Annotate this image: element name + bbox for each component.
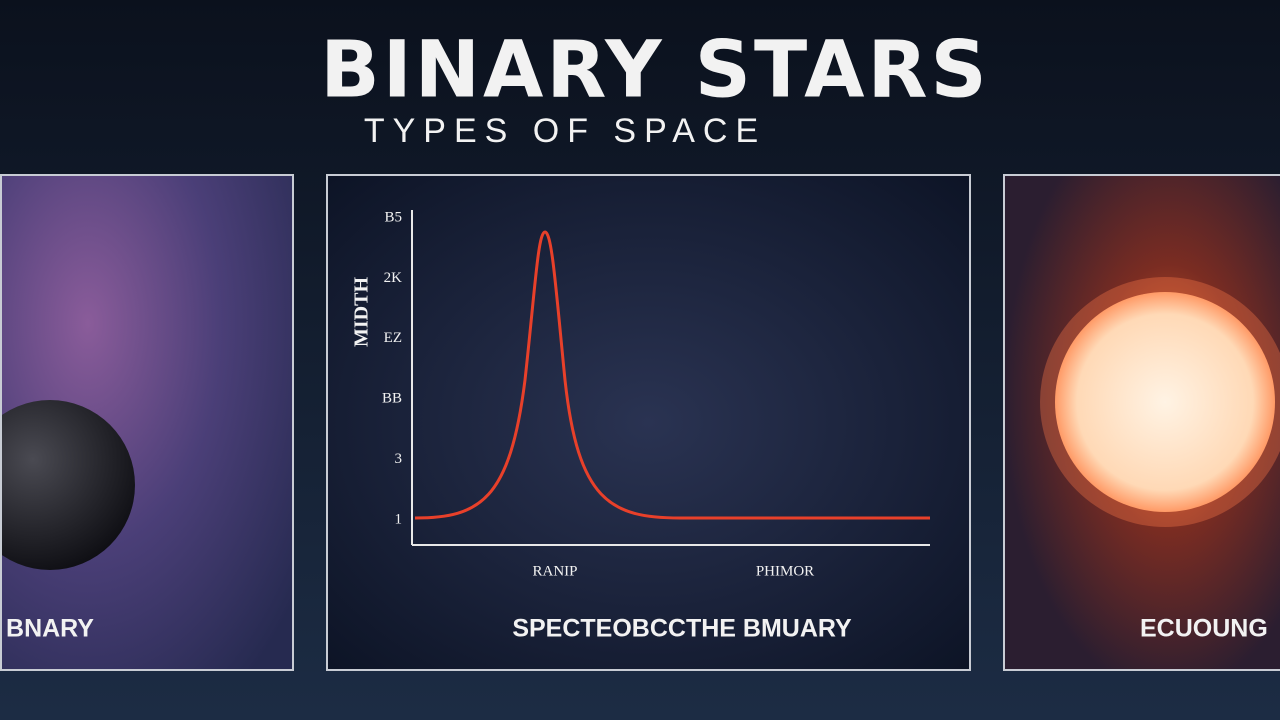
middle-panel: MIDTH B5 2K EZ BB 3 1 RANIP PHIMOR SPECTEOBCC… bbox=[326, 174, 971, 671]
planet bbox=[0, 400, 135, 570]
y-axis-label: MIDTH bbox=[351, 277, 373, 347]
panel-border bbox=[0, 174, 294, 671]
x-tick-label: PHIMOR bbox=[756, 563, 814, 579]
sun bbox=[1055, 292, 1275, 512]
title: BINARY STARS bbox=[320, 25, 989, 115]
y-tick-label: 1 bbox=[395, 511, 403, 527]
subtitle: TYPES OF SPACE bbox=[364, 112, 766, 150]
y-tick-label: 2K bbox=[384, 270, 403, 286]
panel-label: BNARY bbox=[6, 615, 94, 643]
panel-border bbox=[1003, 174, 1280, 671]
y-tick-label: B5 bbox=[384, 209, 402, 225]
panel-label: ECUOUNG bbox=[1140, 615, 1268, 643]
right-panel: ECUOUNG bbox=[1004, 175, 1280, 670]
y-tick-label: BB bbox=[382, 391, 402, 407]
y-tick-label: 3 bbox=[395, 451, 403, 467]
panel-border bbox=[326, 174, 971, 671]
y-tick-label: EZ bbox=[384, 330, 402, 346]
x-tick-label: RANIP bbox=[532, 563, 577, 579]
panel-label: SPECTEOBCCTHE BMUARY bbox=[512, 615, 852, 643]
left-panel: BNARY bbox=[0, 175, 293, 670]
curve bbox=[414, 230, 930, 520]
